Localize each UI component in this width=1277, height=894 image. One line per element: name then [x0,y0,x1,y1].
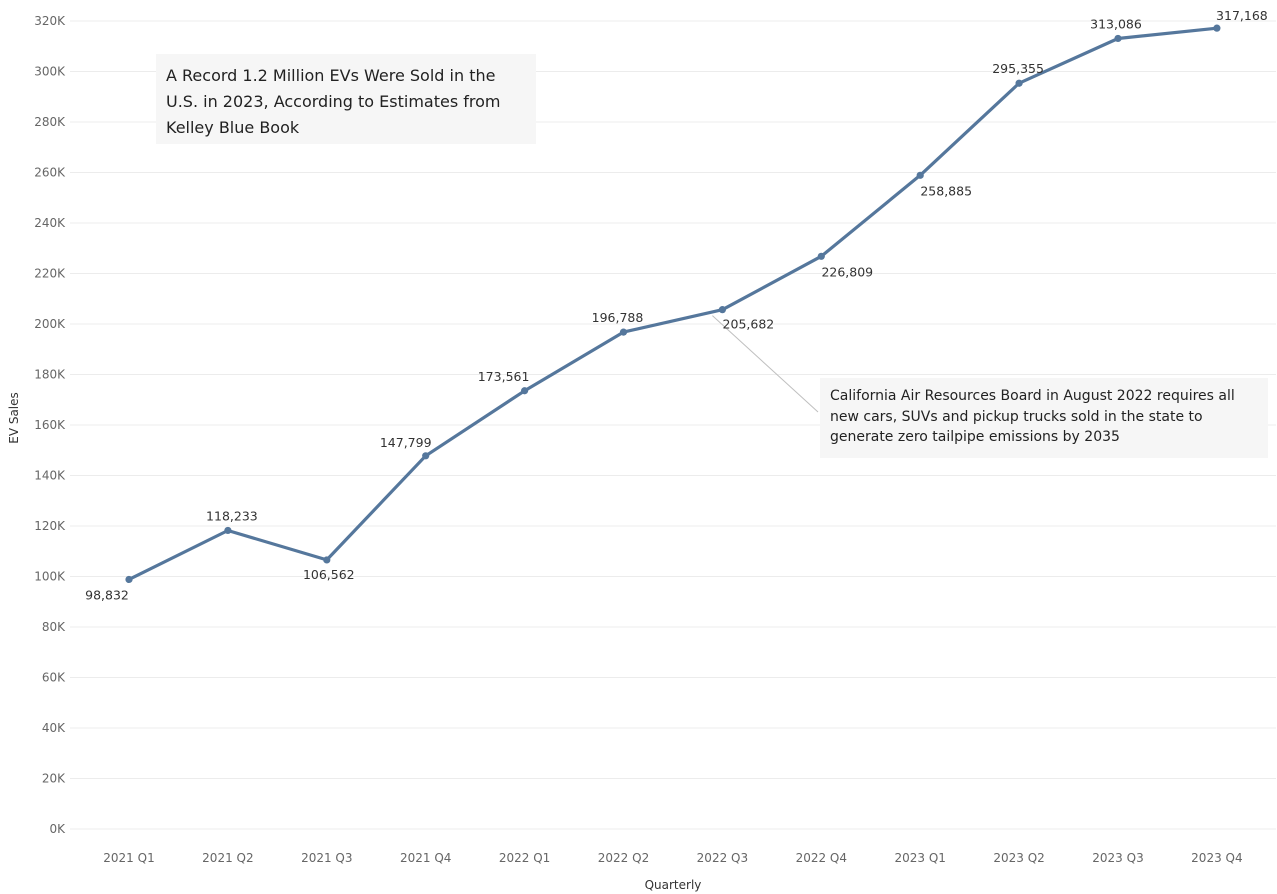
data-point [125,575,133,584]
data-point [224,526,232,535]
data-point [916,171,924,179]
x-axis-ticks: 2021 Q1 2021 Q2 2021 Q3 2021 Q4 2022 Q1 2022 … [103,851,1242,865]
data-label: 98,832 [85,587,129,602]
series-line-ev-sales [127,26,1219,582]
data-label: 118,233 [206,508,258,523]
x-tick-label: 2023 Q3 [1092,851,1143,865]
x-tick-label: 2021 Q3 [301,851,352,865]
data-labels: 98,832 118,233 106,562 147,799 173,561 196,78… [85,8,1268,602]
data-label: 313,086 [1090,16,1142,31]
data-point [1114,34,1122,43]
y-tick-label: 240K [34,216,66,230]
y-tick-label: 60K [42,671,66,685]
data-label: 295,355 [992,61,1044,76]
data-point [619,328,628,336]
x-tick-label: 2021 Q1 [103,851,154,865]
y-axis-ticks: 0K 20K 40K 60K 80K 100K 120K 140K 160K 180K 200K 22… [34,14,66,836]
x-tick-label: 2023 Q1 [894,851,945,865]
data-label: 226,809 [821,264,873,279]
y-tick-label: 80K [42,620,66,634]
x-tick-label: 2021 Q2 [202,851,253,865]
data-label: 173,561 [478,369,530,384]
x-tick-label: 2022 Q4 [796,851,847,865]
x-axis-title: Quarterly [645,878,702,892]
x-tick-label: 2023 Q2 [993,851,1044,865]
data-points [125,24,1221,584]
annotation-leader-line [712,315,819,413]
data-point [718,306,727,314]
x-tick-label: 2022 Q2 [598,851,649,865]
data-label: 205,682 [723,317,775,332]
y-tick-label: 0K [49,822,66,836]
data-point [1015,79,1023,87]
data-point [422,452,430,460]
y-tick-label: 20K [42,772,66,786]
data-label: 258,885 [920,183,972,198]
y-tick-label: 280K [34,115,66,129]
x-tick-label: 2021 Q4 [400,851,451,865]
y-tick-label: 40K [42,721,66,735]
y-tick-label: 140K [34,469,66,483]
data-label: 147,799 [380,435,432,450]
annotation-note: California Air Resources Board in August… [820,378,1268,458]
y-tick-label: 260K [34,166,66,180]
data-label: 106,562 [303,567,355,582]
data-label: 317,168 [1216,8,1268,23]
y-axis-title: EV Sales [7,392,21,444]
x-tick-label: 2022 Q3 [697,851,748,865]
data-point [817,252,825,260]
y-tick-label: 100K [34,570,66,584]
data-label: 196,788 [592,310,644,325]
y-tick-label: 300K [34,65,66,79]
y-tick-label: 200K [34,317,66,331]
y-tick-label: 180K [34,368,66,382]
x-tick-label: 2022 Q1 [499,851,550,865]
y-tick-label: 160K [34,418,66,432]
data-point [1213,24,1221,32]
data-point [521,387,529,395]
y-tick-label: 320K [34,14,66,28]
x-tick-label: 2023 Q4 [1191,851,1242,865]
y-tick-label: 220K [34,267,66,281]
chart-title: A Record 1.2 Million EVs Were Sold in th… [156,54,536,144]
grid-lines [70,20,1276,830]
data-point [323,556,331,564]
y-tick-label: 120K [34,519,66,533]
